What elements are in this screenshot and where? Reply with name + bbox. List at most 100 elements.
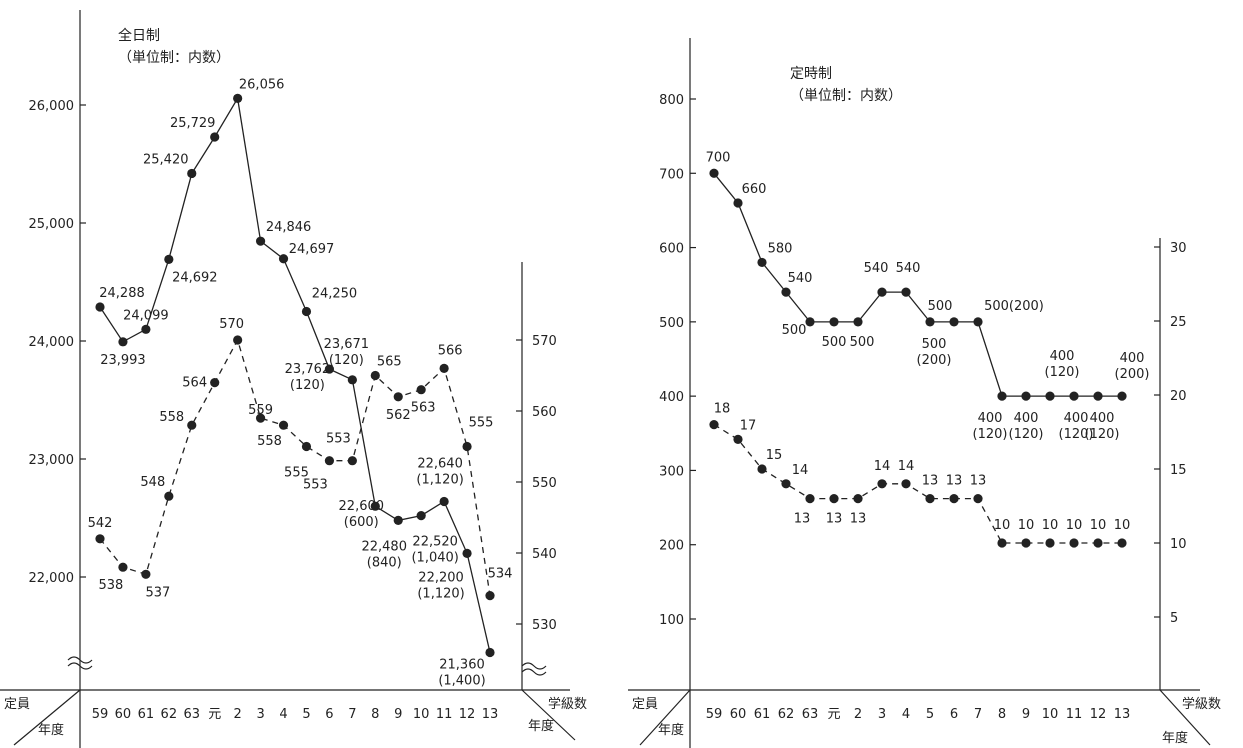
chart2-series-1-point-16 bbox=[1093, 538, 1103, 548]
chart1-series-1-point-6 bbox=[233, 335, 243, 345]
chart2-series-1-label-17-line-0: 10 bbox=[1114, 518, 1131, 533]
chart1-series-0-label-0: 24,288 bbox=[99, 286, 145, 301]
chart2-series-0-point-12 bbox=[997, 391, 1007, 401]
chart1-series-0-label-14: 22,520(1,040) bbox=[411, 535, 458, 566]
chart1-series-0-label-14-line-0: 22,520 bbox=[412, 535, 458, 550]
chart2-series-0-label-11-line-0: 500(200) bbox=[984, 299, 1044, 314]
chart1-series-0-label-4-line-0: 25,420 bbox=[143, 152, 189, 167]
chart1-series-1-label-4-line-0: 558 bbox=[159, 410, 184, 425]
chart2-series-0-label-14-line-0: 400 bbox=[1050, 349, 1075, 364]
chart1-x-tick-label-15: 11 bbox=[436, 707, 453, 722]
chart1-series-1-label-17: 534 bbox=[488, 567, 513, 582]
chart1-series-0-label-10-line-0: 23,762 bbox=[285, 362, 331, 377]
chart2-left-tick-label-3: 400 bbox=[659, 390, 684, 405]
chart1-series-0-point-1 bbox=[118, 337, 128, 347]
chart1-series-1-label-15: 566 bbox=[438, 343, 463, 358]
chart2-left-tick-label-4: 500 bbox=[659, 316, 684, 331]
chart1-right-tick-label-3: 560 bbox=[532, 405, 557, 420]
chart2-x-tick-label-1: 60 bbox=[730, 707, 747, 722]
chart2-corner-left-bottom: 年度 bbox=[658, 722, 684, 738]
chart1-series-0-label-6: 26,056 bbox=[239, 77, 285, 92]
chart1-series-0-label-2-line-0: 24,099 bbox=[123, 308, 169, 323]
chart1-series-0-label-8-line-0: 24,697 bbox=[289, 242, 335, 257]
chart2-series-1-point-9 bbox=[925, 494, 935, 504]
chart1-series-1-label-7: 559 bbox=[248, 403, 273, 418]
chart2-series-1-label-5-line-0: 13 bbox=[826, 512, 843, 527]
chart1-series-1-label-8: 558 bbox=[257, 434, 282, 449]
chart2-series-1-point-8 bbox=[901, 479, 911, 489]
chart1-series-0-point-11 bbox=[347, 375, 357, 385]
chart2-x-tick-label-3: 62 bbox=[778, 707, 795, 722]
chart2-right-tick-label-2: 15 bbox=[1170, 463, 1187, 478]
chart2-series-1-point-12 bbox=[997, 538, 1007, 548]
chart1-series-1-label-12-line-0: 565 bbox=[377, 355, 402, 370]
chart2-series-1-label-3: 14 bbox=[792, 463, 809, 478]
chart1-series-0-label-13: 22,480(840) bbox=[361, 539, 407, 570]
chart1-series-1-point-0 bbox=[95, 534, 105, 544]
chart2-corner-right-bottom: 年度 bbox=[1162, 730, 1188, 746]
chart1-series-0-point-17 bbox=[485, 647, 495, 658]
chart1-series-0-point-15 bbox=[439, 496, 449, 507]
chart2-series-1-label-15-line-0: 10 bbox=[1066, 518, 1083, 533]
chart2-series-1-label-6: 13 bbox=[850, 512, 867, 527]
chart1-x-tick-label-9: 5 bbox=[302, 707, 310, 722]
chart2-series-0-label-8: 540 bbox=[896, 261, 921, 276]
chart2-series-0-label-13-line-1: (120) bbox=[1009, 427, 1044, 442]
chart2-corner-left-top: 定員 bbox=[632, 697, 658, 712]
chart2-series-0-point-16 bbox=[1093, 391, 1103, 401]
chart2-right-tick-label-1: 10 bbox=[1170, 537, 1187, 552]
chart1-series-0-label-0-line-0: 24,288 bbox=[99, 286, 145, 301]
chart2-series-1-label-4: 13 bbox=[794, 512, 811, 527]
chart2-title: 定時制 bbox=[790, 66, 832, 82]
chart1-series-1-point-9 bbox=[301, 441, 312, 452]
chart2-series-1-point-5 bbox=[829, 494, 839, 504]
chart2-corner-diag-left bbox=[639, 689, 691, 746]
chart2-series-1-label-7: 14 bbox=[874, 459, 891, 474]
chart1-series-1-label-14-line-0: 563 bbox=[411, 401, 436, 416]
chart1-series-0-point-16 bbox=[462, 548, 472, 559]
chart1-series-1-label-2: 537 bbox=[145, 585, 170, 600]
chart1-series-1-label-1-line-0: 538 bbox=[99, 578, 124, 593]
chart1-series-1-line bbox=[99, 338, 491, 596]
chart1-series-0-label-11-line-1: (120) bbox=[329, 353, 364, 368]
chart2-series-1-label-2: 15 bbox=[766, 448, 783, 463]
chart1-series-1-label-12: 565 bbox=[377, 355, 402, 370]
chart1-corner-diag-right bbox=[521, 689, 576, 741]
chart1-series-1-point-8 bbox=[278, 420, 289, 430]
chart2-series-0-label-1: 660 bbox=[742, 182, 767, 197]
chart2-series-0-label-12-line-0: 400 bbox=[978, 411, 1003, 426]
chart1-series-0-label-10: 23,762(120) bbox=[285, 362, 331, 393]
chart1-series-0-point-3 bbox=[164, 254, 174, 264]
chart1-corner-right-bottom: 年度 bbox=[528, 718, 554, 734]
chart2-series-0-label-8-line-0: 540 bbox=[896, 261, 921, 276]
chart2-series-0-label-13-line-0: 400 bbox=[1014, 411, 1039, 426]
chart1-series-0-label-14-line-1: (1,040) bbox=[411, 551, 458, 566]
chart1-x-tick-label-8: 4 bbox=[279, 707, 287, 722]
chart2-series-0-label-4: 500 bbox=[782, 323, 807, 338]
chart1-x-tick-label-0: 59 bbox=[92, 707, 109, 722]
chart1-series-1-label-14: 563 bbox=[411, 401, 436, 416]
chart1-series-1-label-3: 548 bbox=[140, 475, 165, 490]
chart1-series-1-label-3-line-0: 548 bbox=[140, 475, 165, 490]
chart2-series-0-label-10-line-0: 500 bbox=[922, 337, 947, 352]
chart2-corner-right-top: 学級数 bbox=[1182, 696, 1221, 712]
chart1-series-1-label-6-line-0: 570 bbox=[219, 317, 244, 332]
chart2-series-1-point-11 bbox=[973, 494, 983, 504]
chart2-series-0-label-5: 500 bbox=[822, 335, 847, 350]
chart1-right-tick-label-4: 570 bbox=[532, 334, 557, 349]
chart1-series-1-label-10: 553 bbox=[303, 478, 328, 493]
chart2-x-tick-label-15: 11 bbox=[1066, 707, 1083, 722]
chart1-series-1-label-8-line-0: 558 bbox=[257, 434, 282, 449]
chart2-series-1-label-11: 13 bbox=[970, 474, 987, 489]
chart1-x-tick-label-1: 60 bbox=[115, 707, 132, 722]
chart2-series-0-label-5-line-0: 500 bbox=[822, 335, 847, 350]
chart1-series-1-label-0: 542 bbox=[88, 516, 113, 531]
chart1-series-1-label-7-line-0: 559 bbox=[248, 403, 273, 418]
chart2-series-0-point-17 bbox=[1117, 391, 1127, 401]
chart2-series-1-label-0: 18 bbox=[714, 402, 731, 417]
chart1-x-tick-label-16: 12 bbox=[459, 707, 476, 722]
chart2-series-1-label-10: 13 bbox=[946, 474, 963, 489]
chart1-series-1-label-16-line-0: 555 bbox=[469, 416, 494, 431]
chart1-left-tick-label-3: 25,000 bbox=[29, 217, 75, 232]
